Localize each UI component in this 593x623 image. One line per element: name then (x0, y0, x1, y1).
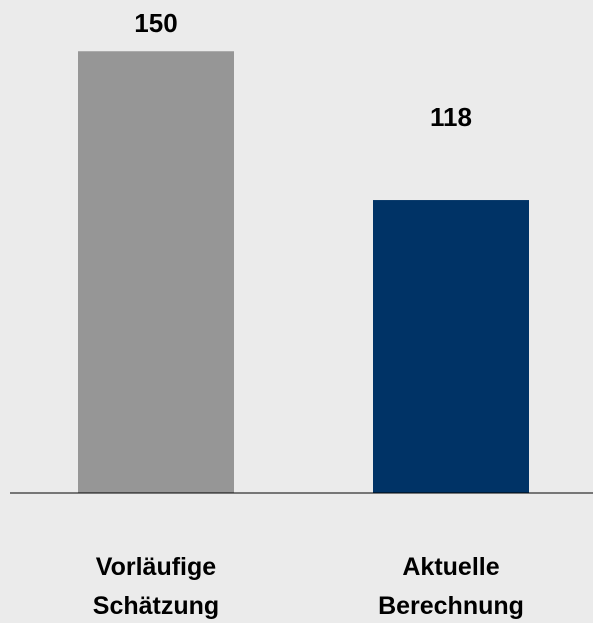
value-label: 150 (134, 8, 177, 38)
category-label: Vorläufige Schätzung (92, 553, 220, 620)
value-label: 118 (430, 102, 472, 132)
bar (78, 51, 234, 493)
bar (373, 200, 529, 494)
category-label: Aktuelle Berechnung (378, 553, 524, 620)
